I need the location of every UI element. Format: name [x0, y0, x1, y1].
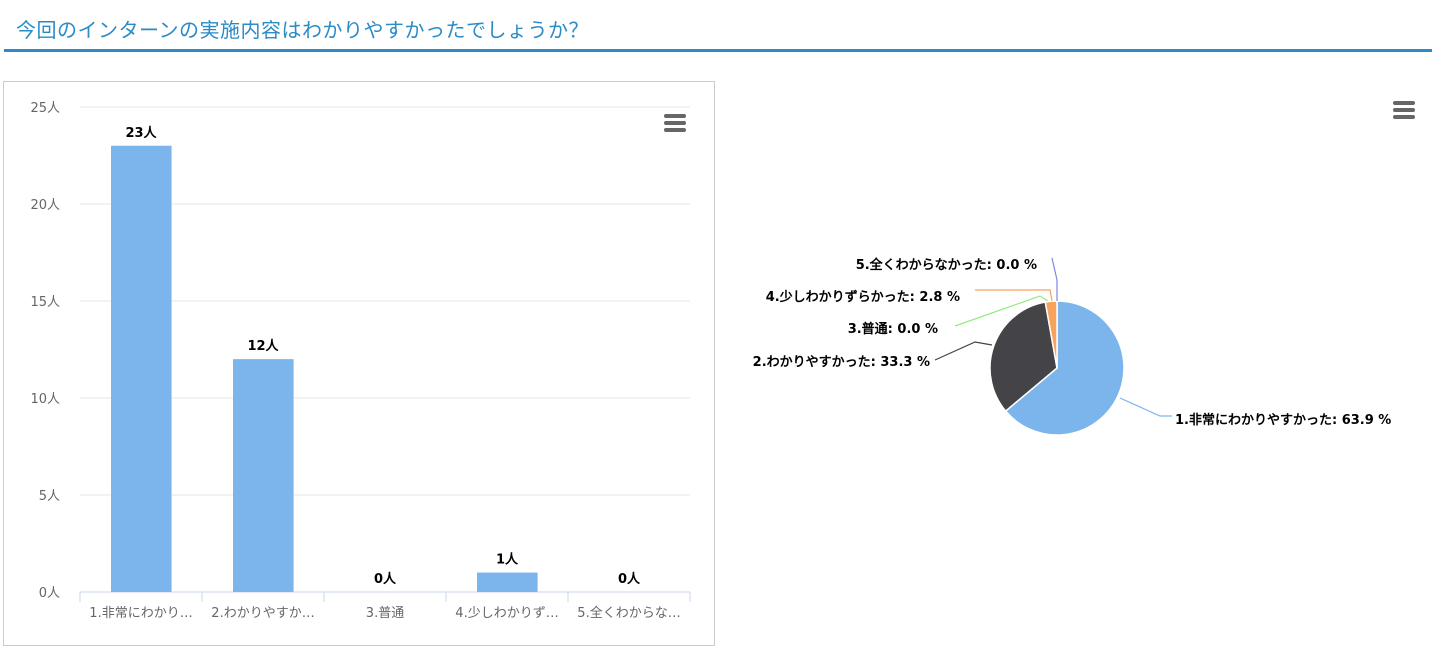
y-tick-label: 0人 [39, 586, 60, 601]
x-tick-label: 1.非常にわかり… [89, 606, 192, 621]
pie-slice [989, 301, 1058, 413]
data-label: 0人 [618, 571, 641, 587]
data-label: 1人 [496, 552, 519, 568]
connector-line [1119, 397, 1172, 417]
y-tick-label: 20人 [30, 198, 60, 213]
x-tick-label: 4.少しわかりず… [455, 606, 558, 621]
bar [477, 572, 537, 592]
y-tick-label: 25人 [30, 101, 60, 116]
y-tick-label: 5人 [39, 489, 60, 504]
pie-data-label: 1.非常にわかりやすかった: 63.9 % [1175, 412, 1391, 428]
pie-data-label: 3.普通: 0.0 % [848, 321, 938, 337]
connector-line [975, 289, 1053, 302]
data-label: 23人 [125, 125, 157, 141]
connector-line [1051, 257, 1058, 301]
page-title: 今回のインターンの実施内容はわかりやすかったでしょうか？ [16, 18, 589, 42]
data-label: 0人 [374, 571, 397, 587]
data-label: 12人 [247, 338, 279, 354]
x-tick-label: 2.わかりやすか… [211, 606, 314, 621]
y-tick-label: 10人 [30, 392, 60, 407]
x-tick-label: 5.全くわからな… [577, 605, 680, 621]
bar [233, 359, 293, 592]
connector-line [954, 295, 1049, 327]
x-tick-label: 3.普通 [366, 606, 404, 621]
bar-chart-panel [3, 81, 715, 646]
pie-chart-menu-icon[interactable] [1393, 101, 1415, 119]
pie-data-label: 2.わかりやすかった: 33.3 % [753, 355, 930, 370]
pie-slice [1004, 300, 1125, 436]
bar [111, 145, 171, 593]
title-divider [4, 49, 1432, 52]
pie-data-label: 4.少しわかりずらかった: 2.8 % [766, 289, 960, 305]
pie-data-label: 5.全くわからなかった: 0.0 % [856, 257, 1037, 273]
connector-line [934, 341, 993, 361]
y-tick-label: 15人 [30, 295, 60, 310]
bar-chart-menu-icon[interactable] [664, 114, 686, 132]
